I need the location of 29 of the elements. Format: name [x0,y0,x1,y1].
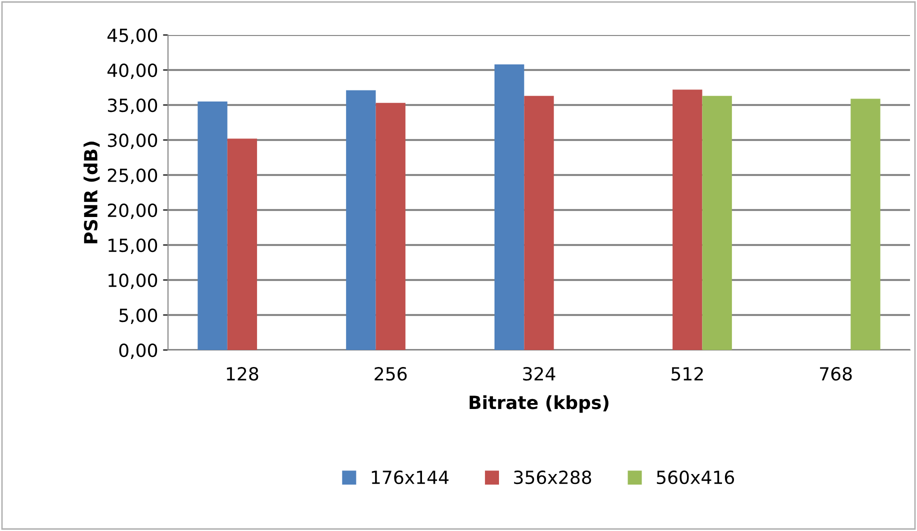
legend-label: 176x144 [372,470,449,484]
bar [376,102,406,350]
bar [672,90,702,350]
y-axis-title: PSNR (dB) [84,142,100,244]
x-tick-label: 512 [672,366,703,381]
bar [227,138,258,350]
legend-label: 560x416 [656,470,734,484]
y-tick-label: 0,00 [119,343,158,359]
x-tick-label: 128 [226,366,258,381]
bar [346,90,376,350]
y-tick-label: 5,00 [119,308,158,324]
x-tick-label: 324 [523,366,556,381]
bar [494,64,524,350]
x-axis-title: Bitrate (kbps) [470,395,608,413]
y-tick-label: 30,00 [108,133,158,149]
x-tick-label: 256 [374,366,407,381]
y-tick-label: 15,00 [108,238,158,254]
x-tick-label: 768 [820,366,852,381]
bar [702,96,732,350]
y-tick-label: 20,00 [108,203,158,219]
y-tick-label: 25,00 [108,168,158,184]
y-tick-label: 35,00 [108,98,158,114]
bar [524,96,554,350]
bar [198,102,228,350]
legend-label: 356x288 [514,470,592,484]
y-tick-label: 45,00 [107,28,158,44]
bar [850,98,880,350]
y-tick-label: 40,00 [107,63,158,79]
y-tick-label: 10,00 [108,273,158,289]
